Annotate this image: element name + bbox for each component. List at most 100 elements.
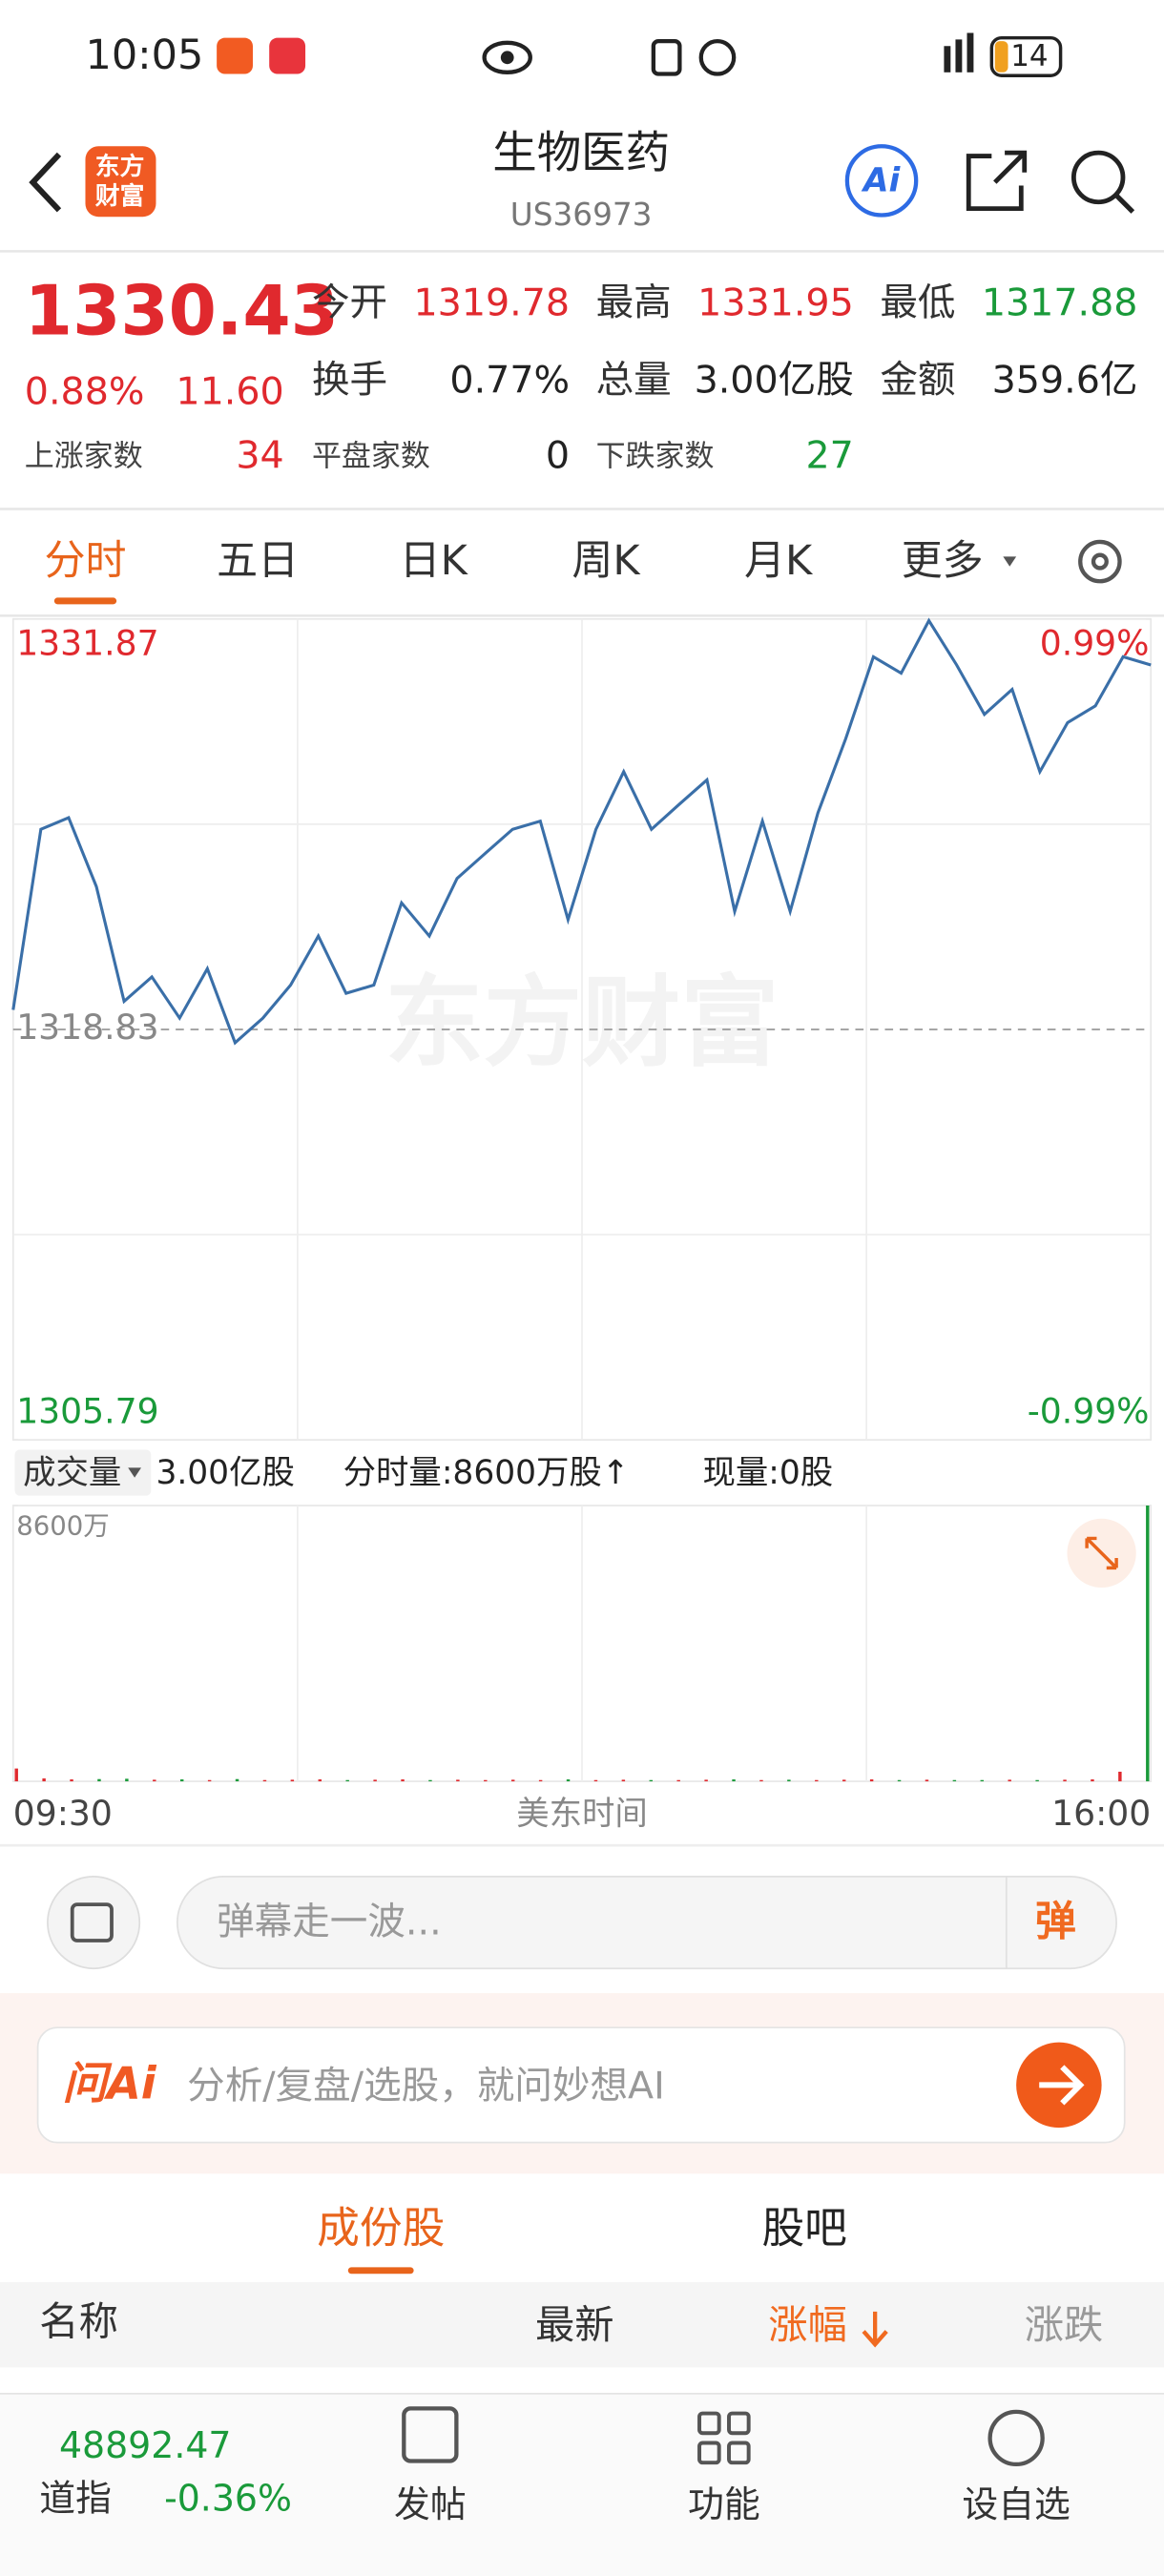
share-button[interactable] xyxy=(966,150,1028,212)
field-label: 今开 xyxy=(312,281,387,325)
nav-item[interactable]: 发帖 xyxy=(394,2483,467,2525)
index-name[interactable]: 道指 xyxy=(39,2477,112,2519)
battery-level xyxy=(994,41,1008,73)
tab[interactable]: 分时 xyxy=(44,537,126,585)
volume-bar xyxy=(345,1779,349,1782)
breadth-label: 上涨家数 xyxy=(25,440,143,474)
status-time: 10:05 xyxy=(85,31,203,79)
volume-bar xyxy=(14,1768,18,1782)
field-label: 金额 xyxy=(880,359,955,403)
volume-bar xyxy=(704,1779,708,1782)
eye-icon xyxy=(482,40,532,74)
field-value: 0.77% xyxy=(449,359,570,403)
danmu-send[interactable]: 弹 xyxy=(1035,1898,1076,1945)
x-tick-label: 09:30 xyxy=(13,1793,113,1834)
settings-button[interactable] xyxy=(1078,539,1122,584)
danmu-input[interactable] xyxy=(176,1876,1117,1970)
volume-bar xyxy=(262,1779,267,1782)
settings-icon xyxy=(1091,552,1109,571)
volume-bar xyxy=(1118,1771,1122,1782)
arrow-icon xyxy=(1039,2065,1085,2106)
column-header[interactable]: 名称 xyxy=(39,2299,118,2345)
nav-item[interactable]: 设自选 xyxy=(962,2483,1070,2525)
breadth-value: 34 xyxy=(236,434,283,478)
eye-icon xyxy=(500,51,514,65)
index-value[interactable]: 48892.47 xyxy=(59,2424,232,2466)
ai-button[interactable] xyxy=(844,144,919,218)
field-label: 最低 xyxy=(880,281,955,325)
post-icon xyxy=(402,2406,459,2463)
volume-bar xyxy=(842,1779,846,1782)
volume-bar xyxy=(428,1779,432,1782)
volume-bar xyxy=(897,1779,902,1782)
volume-bar xyxy=(1035,1779,1039,1782)
list-tab[interactable]: 成份股 xyxy=(317,2203,445,2254)
tab[interactable]: 日K xyxy=(400,537,469,585)
volume-title[interactable]: 成交量 xyxy=(23,1454,121,1492)
volume-bar xyxy=(952,1779,957,1782)
volume-bar xyxy=(290,1779,295,1782)
y-tick-label: 1331.87 xyxy=(16,622,158,663)
tab[interactable]: 五日 xyxy=(217,537,299,585)
danmu-icon xyxy=(70,1902,114,1942)
back-button[interactable] xyxy=(29,152,62,213)
field-label: 换手 xyxy=(312,359,387,403)
logo[interactable] xyxy=(85,146,156,218)
volume-bar xyxy=(510,1779,515,1782)
column-header[interactable]: 最新 xyxy=(535,2302,614,2348)
field-value: 1331.95 xyxy=(697,281,854,325)
tab[interactable]: 月K xyxy=(744,537,814,585)
current-volume: 现量:0股 xyxy=(702,1454,833,1492)
list-tab[interactable]: 股吧 xyxy=(761,2203,846,2254)
volume-bar xyxy=(676,1779,680,1782)
y-tick-label: 1305.79 xyxy=(16,1391,158,1432)
volume-bar xyxy=(373,1779,377,1782)
tab[interactable]: 更多 xyxy=(902,537,984,585)
volume-bar xyxy=(593,1779,598,1782)
ai-brand: 问Ai xyxy=(62,2058,156,2109)
logo-text: 财富 xyxy=(95,181,145,211)
volume-selector[interactable] xyxy=(14,1449,152,1496)
watermark: 东方财富 xyxy=(385,966,779,1080)
battery xyxy=(989,35,1063,77)
y-tick-label: 8600万 xyxy=(16,1510,110,1541)
nav-item[interactable]: 功能 xyxy=(688,2483,760,2525)
volume-bar xyxy=(1063,1779,1067,1782)
tab-indicator xyxy=(53,597,117,605)
footer xyxy=(0,2393,1164,2576)
tab-indicator xyxy=(347,2267,414,2275)
sort-icon xyxy=(862,2311,888,2348)
dropdown-icon xyxy=(1003,556,1017,567)
volume-bar xyxy=(732,1779,736,1782)
field-label: 总量 xyxy=(596,359,672,403)
tab[interactable]: 周K xyxy=(572,537,641,585)
y2-tick-label: -0.99% xyxy=(1028,1391,1150,1432)
volume-bar xyxy=(566,1779,571,1782)
volume-bar xyxy=(925,1779,929,1782)
status-icon xyxy=(269,37,306,74)
volume-bar xyxy=(980,1779,985,1782)
field-value: 1319.78 xyxy=(413,281,570,325)
volume-bar xyxy=(401,1779,405,1782)
stock-code: US36973 xyxy=(510,197,653,233)
danmu-settings[interactable] xyxy=(47,1876,141,1970)
column-header[interactable]: 涨跌 xyxy=(1025,2302,1104,2348)
breadth-value: 0 xyxy=(546,434,570,478)
x-axis-label: 美东时间 xyxy=(516,1796,648,1834)
search-button[interactable] xyxy=(1070,150,1126,205)
index-pct[interactable]: -0.36% xyxy=(164,2477,292,2519)
change-pct: 0.88% xyxy=(25,370,145,414)
field-value: 1317.88 xyxy=(982,281,1138,325)
watchlist-icon xyxy=(987,2409,1045,2467)
breadth-label: 平盘家数 xyxy=(312,440,430,474)
period-volume: 分时量:8600万股↑ xyxy=(343,1454,630,1492)
battery-text: 14 xyxy=(1010,39,1048,73)
ai-button-text: Ai xyxy=(861,162,902,200)
ai-input[interactable] xyxy=(36,2026,1126,2144)
y-tick-label: 1318.83 xyxy=(16,1007,158,1048)
column-header[interactable]: 涨幅 xyxy=(768,2302,847,2348)
volume-bar xyxy=(179,1779,184,1782)
breadth-label: 下跌家数 xyxy=(596,440,715,474)
volume-bar xyxy=(207,1779,212,1782)
change-amount: 11.60 xyxy=(176,370,283,414)
